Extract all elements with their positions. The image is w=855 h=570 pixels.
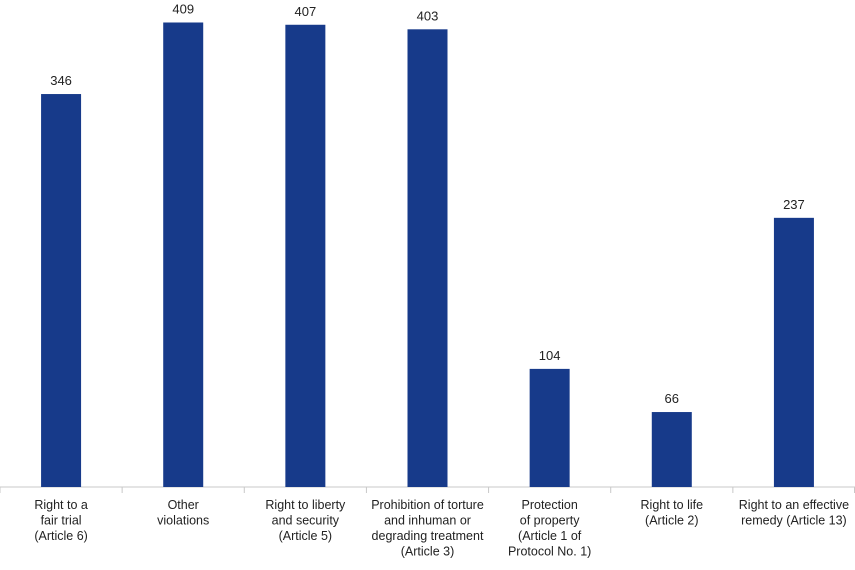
data-label: 409: [172, 1, 194, 16]
x-tick-label: Other violations: [157, 498, 209, 528]
data-label: 407: [295, 4, 317, 19]
x-tick-label: Right to an effective remedy (Article 13): [739, 498, 849, 528]
bar: [41, 94, 82, 488]
data-label: 66: [665, 391, 679, 406]
bar: [285, 24, 326, 488]
x-tick-label: Prohibition of torture and inhuman or degr…: [371, 498, 484, 559]
bar: [407, 29, 448, 488]
x-tick-label: Right to life (Article 2): [641, 498, 704, 528]
x-tick-label: Right to liberty and security (Article 5): [265, 498, 346, 543]
data-label: 346: [50, 73, 72, 88]
bar: [651, 412, 692, 487]
x-tick-label: Right to a fair trial (Article 6): [34, 498, 88, 543]
data-label: 104: [539, 348, 561, 363]
bar: [773, 217, 814, 488]
bar: [529, 368, 570, 487]
data-label: 237: [783, 197, 805, 212]
data-label: 403: [417, 8, 439, 23]
x-tick-label: Protection of property (Article 1 of Protoc…: [508, 498, 591, 559]
bar: [163, 22, 204, 487]
